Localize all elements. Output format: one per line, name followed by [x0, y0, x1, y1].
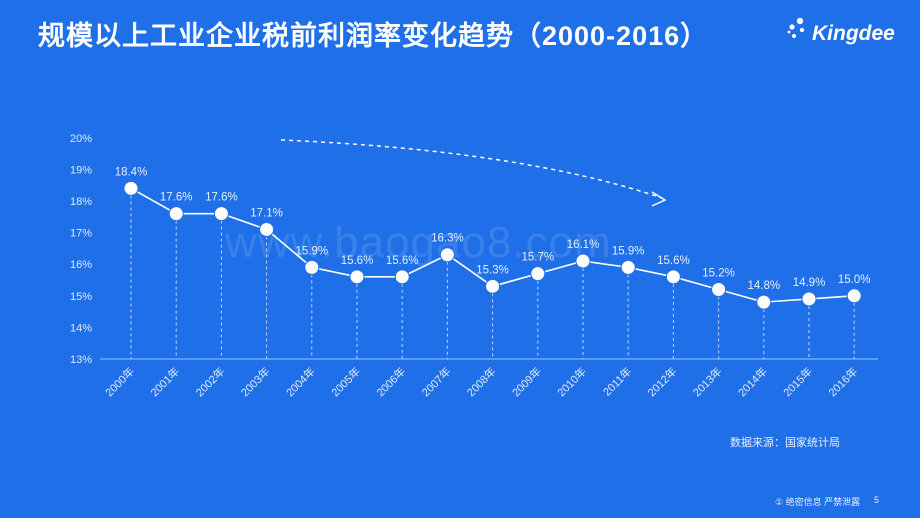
data-label: 16.1%: [567, 239, 600, 251]
brand-logo: Kingdee: [786, 16, 906, 52]
x-tick-label: 2008年: [464, 364, 499, 399]
data-point: [213, 206, 229, 222]
x-tick-label: 2009年: [509, 364, 544, 399]
x-tick-label: 2001年: [147, 364, 182, 399]
x-tick-label: 2003年: [238, 364, 273, 399]
x-tick-label: 2012年: [645, 364, 680, 399]
confidential-note: ① 绝密信息 严禁泄露: [775, 497, 861, 507]
data-label: 14.8%: [747, 280, 780, 292]
x-tick-label: 2005年: [328, 364, 363, 399]
x-tick-label: 2007年: [419, 364, 454, 399]
watermark: www.baogao8.com: [225, 218, 612, 267]
data-label: 15.6%: [386, 255, 419, 267]
trend-arrow-line: [280, 139, 663, 199]
data-label: 16.3%: [431, 233, 464, 245]
data-label: 14.9%: [793, 277, 826, 289]
data-point: [575, 253, 591, 269]
data-point: [756, 294, 772, 310]
data-point: [846, 288, 862, 304]
data-label: 15.7%: [521, 252, 554, 264]
data-point: [394, 269, 410, 285]
data-label: 17.6%: [160, 192, 193, 204]
y-tick-label: 13%: [70, 354, 92, 366]
data-point: [801, 291, 817, 307]
y-tick-label: 20%: [70, 133, 92, 145]
y-tick-label: 14%: [70, 322, 92, 334]
x-tick-label: 2014年: [735, 364, 770, 399]
y-tick-label: 17%: [70, 228, 92, 240]
y-tick-label: 16%: [70, 259, 92, 271]
data-point: [665, 269, 681, 285]
data-point: [439, 247, 455, 263]
y-tick-label: 19%: [70, 164, 92, 176]
x-tick-label: 2013年: [690, 364, 725, 399]
brand-name: Kingdee: [812, 22, 895, 45]
page-title: 规模以上工业企业税前利润率变化趋势（2000-2016）: [38, 21, 709, 51]
x-tick-label: 2004年: [283, 364, 318, 399]
data-label: 18.4%: [115, 166, 148, 178]
data-point: [711, 281, 727, 297]
data-point: [620, 259, 636, 275]
x-tick-label: 2006年: [373, 364, 408, 399]
data-point: [123, 180, 139, 196]
data-label: 15.0%: [838, 274, 871, 286]
y-tick-label: 15%: [70, 291, 92, 303]
data-label: 15.9%: [612, 245, 645, 257]
data-label: 15.9%: [295, 245, 328, 257]
data-point: [485, 278, 501, 294]
x-tick-label: 2015年: [780, 364, 815, 399]
data-label: 15.6%: [657, 255, 690, 267]
data-source-note: 数据来源：国家统计局: [730, 437, 840, 449]
data-point: [259, 221, 275, 237]
data-label: 15.3%: [476, 264, 509, 276]
page-number: 5: [874, 495, 880, 505]
data-point: [304, 259, 320, 275]
kingdee-logo-icon: [787, 17, 805, 38]
x-tick-label: 2002年: [193, 364, 228, 399]
x-tick-label: 2010年: [554, 364, 589, 399]
data-label: 15.6%: [341, 255, 374, 267]
data-point: [168, 206, 184, 222]
y-tick-label: 18%: [70, 196, 92, 208]
data-label: 17.1%: [250, 207, 283, 219]
x-tick-label: 2000年: [102, 364, 137, 399]
data-label: 17.6%: [205, 192, 238, 204]
x-tick-label: 2011年: [600, 364, 634, 398]
data-point: [530, 266, 546, 282]
x-tick-label: 2016年: [825, 364, 860, 399]
data-label: 15.2%: [702, 267, 735, 279]
data-point: [349, 269, 365, 285]
trend-arrow-head-icon: [651, 191, 667, 207]
